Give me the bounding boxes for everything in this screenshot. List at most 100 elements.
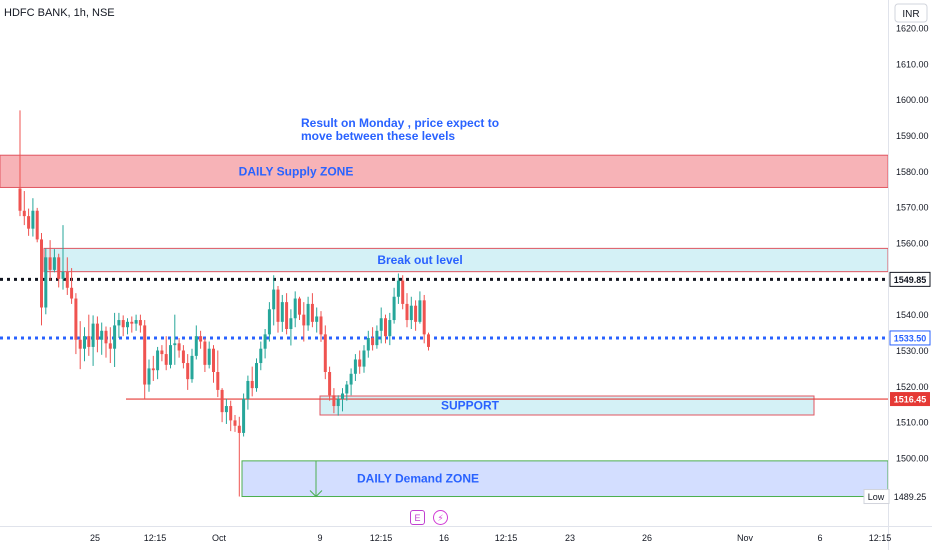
candle-body [138,320,142,326]
candle [229,400,233,432]
candle-body [427,334,430,347]
candle [384,314,387,344]
candle-body [358,359,362,367]
candle-body [22,210,26,217]
candle [134,314,138,331]
candle [40,232,43,326]
y-tick-label: 1510.00 [896,418,929,428]
candle [267,302,271,342]
candle-body [164,354,168,365]
candle [272,275,276,326]
candle [392,287,396,324]
candle-body [379,318,383,331]
candle [379,307,383,344]
candle [199,330,203,349]
candle-body [405,303,409,321]
zone-support-label: SUPPORT [441,399,500,413]
candle [113,312,117,367]
zone-supply [0,154,889,188]
candle [358,350,362,374]
candle-body [341,393,344,399]
candle [259,341,263,371]
event-markers: E ⚡ [410,510,448,525]
candle [160,345,164,362]
candle [349,368,353,396]
candle-body [255,363,258,389]
candle-body [418,300,422,322]
candle-body [199,336,203,342]
zone-support [319,395,815,416]
candle [405,293,409,328]
candle-body [95,323,99,340]
candle-body [87,336,91,347]
candle [130,316,134,333]
candle-body [319,316,323,335]
price-tag-low-bg [890,489,930,504]
candle [91,315,95,366]
candle-body [229,406,233,421]
candle-body [48,257,52,270]
candle-body [298,298,301,315]
candle [164,336,168,371]
currency-box [894,3,928,23]
candle [121,315,125,337]
y-tick-label: 1530.00 [896,346,929,356]
candle-body [401,280,405,304]
candle-body [104,330,108,344]
candle [319,311,323,342]
candle-body [52,257,56,270]
candle-body [272,289,276,310]
candle-body [371,337,375,346]
x-tick-label: 12:15 [869,533,892,543]
candle [143,320,147,399]
candle-body [203,341,207,365]
candle [414,300,418,331]
x-tick-label: 12:15 [370,533,393,543]
candle [401,275,405,310]
price-tag-support: 1516.45 [894,395,927,405]
earnings-marker[interactable]: E [410,510,425,525]
y-tick-label: 1620.00 [896,24,929,34]
candle [341,388,344,412]
candle [95,316,99,353]
price-tag-low: 1489.25 [894,492,927,502]
candle-body [177,343,181,351]
candle-body [375,330,379,346]
x-tick-label: 12:15 [495,533,518,543]
price-tag-breakout-bg [889,271,931,287]
zone-breakout-label: Break out level [377,253,462,267]
candle [190,348,194,383]
zone-demand-label: DAILY Demand ZONE [357,472,479,486]
candle-body [216,372,220,390]
annotation-line-0: Result on Monday , price expect to [301,116,499,130]
candle [100,322,104,355]
candle [336,395,340,416]
candle [371,327,375,351]
candle [203,337,207,372]
candle [315,307,319,333]
candle [126,318,129,335]
lightning-icon[interactable]: ⚡ [433,510,448,525]
candle [302,302,306,342]
currency-label: INR [902,9,919,20]
candle-body [44,257,48,308]
candle-body [207,348,211,365]
x-tick-label: 9 [317,533,322,543]
candle-body [212,348,215,372]
candle [87,314,91,356]
y-tick-label: 1570.00 [896,203,929,213]
candle [422,294,426,344]
candle-body [108,343,112,349]
y-tick-label: 1560.00 [896,239,929,249]
candle [255,358,258,392]
candle-body [65,271,69,288]
candle-body [190,355,194,380]
candle [224,398,228,424]
x-tick-label: 16 [439,533,449,543]
candle-body [173,343,177,346]
candle [177,337,181,358]
candle-body [156,350,160,371]
